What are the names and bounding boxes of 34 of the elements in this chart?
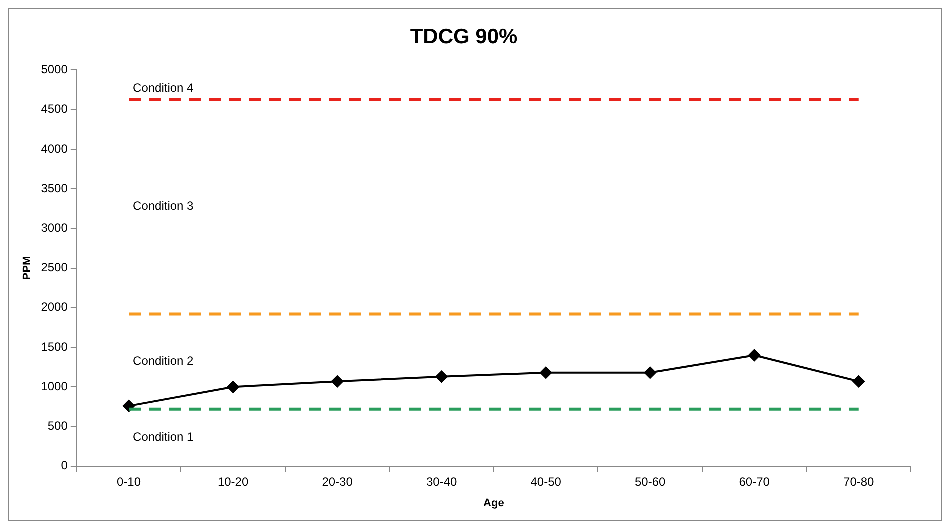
point [852, 376, 865, 388]
y-tick-label: 3000 [41, 220, 68, 235]
y-tick-label: 1500 [41, 340, 68, 354]
point [332, 376, 344, 388]
y-tick-label: 4000 [41, 142, 68, 156]
y-axis-title: PPM [22, 256, 34, 280]
annotation: Condition 3 [133, 199, 194, 214]
x-tick-label: 0-10 [117, 474, 142, 489]
point [748, 349, 761, 362]
y-tick-label: 500 [48, 419, 68, 434]
y-tick-label: 1000 [41, 379, 68, 394]
annotation: Condition 2 [133, 354, 194, 368]
x-tick-label: 20-30 [322, 474, 354, 489]
y-tick-label: 2500 [41, 260, 68, 275]
chart-title: TDCG 90% [410, 25, 518, 48]
y-tick-label: 5000 [41, 62, 68, 77]
y-tick-label: 4500 [41, 102, 68, 116]
annotation: Condition 1 [133, 430, 194, 444]
point [227, 381, 240, 394]
y-tick-label: 0 [61, 458, 68, 473]
point [436, 370, 448, 383]
x-tick-label: 60-70 [739, 474, 770, 489]
x-tick-label: 10-20 [218, 474, 249, 489]
x-axis-title: Age [484, 497, 504, 510]
point [644, 366, 656, 379]
x-tick-label: 70-80 [844, 474, 875, 489]
x-tick-label: 40-50 [530, 474, 562, 489]
point [123, 400, 136, 412]
point [540, 366, 552, 379]
x-tick-label: 50-60 [634, 474, 666, 489]
annotation: Condition 4 [133, 80, 194, 95]
x-tick-label: 30-40 [426, 474, 458, 489]
y-tick-label: 2000 [41, 300, 68, 314]
y-tick-label: 3500 [41, 181, 68, 196]
